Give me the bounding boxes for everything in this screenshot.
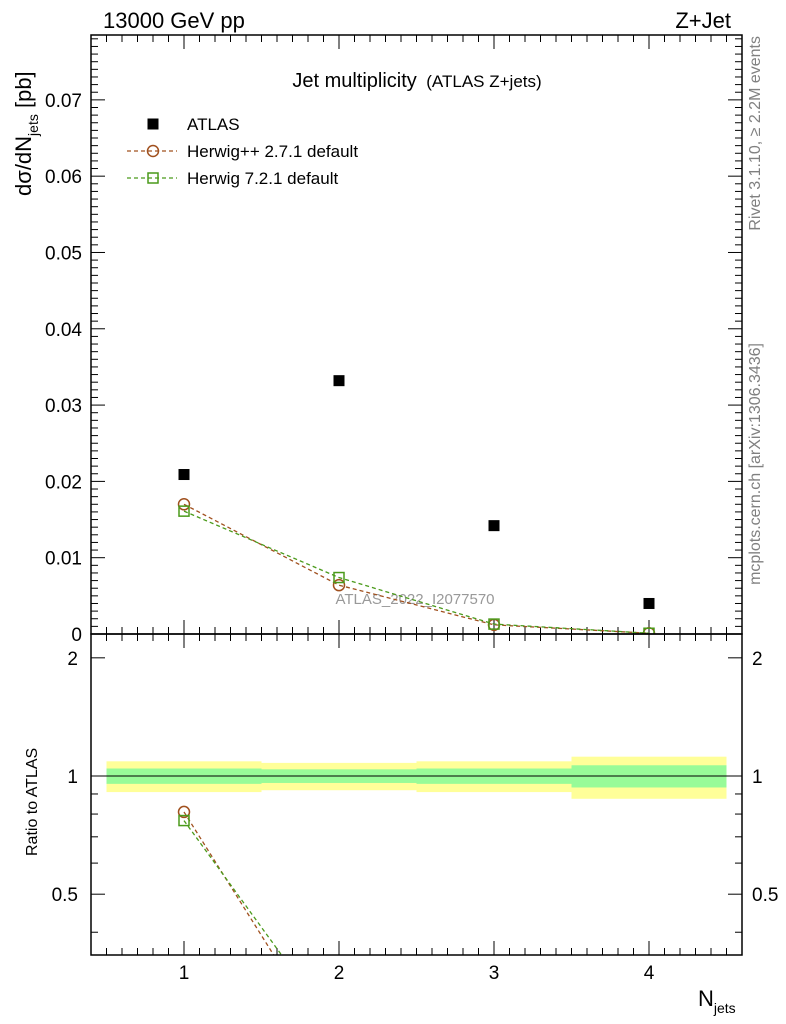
ratio-point bbox=[178, 814, 190, 827]
ratio-y-tick-label: 1 bbox=[67, 767, 78, 788]
main-point bbox=[643, 627, 655, 634]
main-y-axis-label-sub: jets bbox=[25, 114, 41, 137]
legend-marker bbox=[147, 118, 159, 130]
main-point bbox=[333, 571, 345, 584]
ratio-y-tick-label: 0.5 bbox=[52, 885, 78, 906]
main-series-line bbox=[183, 503, 650, 634]
main-point bbox=[488, 520, 500, 532]
legend-marker bbox=[147, 172, 159, 184]
main-point bbox=[643, 597, 655, 609]
legend-label: Herwig 7.2.1 default bbox=[187, 169, 338, 188]
main-panel-data bbox=[177, 375, 656, 634]
mcplots-label: mcplots.cern.ch [arXiv:1306.3436] bbox=[747, 343, 764, 585]
ratio-y-tick-label: 2 bbox=[67, 649, 78, 670]
plot-title-main: Jet multiplicity bbox=[292, 70, 416, 92]
ratio-series-line bbox=[183, 811, 275, 955]
ratio-y-tick-label-right: 1 bbox=[752, 767, 763, 788]
x-tick-label: 2 bbox=[334, 963, 345, 984]
legend-label: ATLAS bbox=[187, 115, 240, 134]
main-point bbox=[488, 618, 500, 630]
ratio-y-axis-label: Ratio to ATLAS bbox=[24, 748, 41, 856]
ratio-point bbox=[177, 805, 191, 819]
ratio-panel-data bbox=[177, 805, 283, 955]
main-y-axis-label: dσ/dNjets [pb] bbox=[11, 71, 41, 196]
x-axis-label: Njets bbox=[698, 986, 736, 1016]
y-tick-label: 0.05 bbox=[45, 243, 82, 264]
plot-title-sub: (ATLAS Z+jets) bbox=[426, 72, 541, 91]
legend: ATLAS Herwig++ 2.7.1 default Herwig 7.2.1 … bbox=[127, 115, 358, 188]
legend-label: Herwig++ 2.7.1 default bbox=[187, 142, 358, 161]
y-tick-label: 0 bbox=[71, 625, 82, 646]
main-y-axis-label-unit: [pb] bbox=[11, 71, 36, 114]
y-tick-label: 0.02 bbox=[45, 472, 82, 493]
main-point bbox=[177, 498, 191, 511]
main-point bbox=[178, 469, 190, 481]
x-axis-label-sub: jets bbox=[713, 1000, 736, 1016]
rivet-label: Rivet 3.1.10, ≥ 2.2M events bbox=[747, 36, 764, 231]
analysis-watermark: ATLAS_2022_I2077570 bbox=[335, 591, 494, 608]
y-tick-label: 0.01 bbox=[45, 549, 82, 570]
ratio-panel-frame bbox=[90, 633, 743, 956]
legend-marker bbox=[146, 144, 160, 158]
axis-ticks: 1 2 3 4 0 0.01 0.02 0.03 0.04 0.05 0.06 0.07 0.5 0.5 1… bbox=[45, 35, 778, 984]
main-series-line bbox=[183, 510, 650, 634]
x-tick-label: 3 bbox=[489, 963, 500, 984]
y-tick-label: 0.04 bbox=[45, 320, 82, 341]
y-tick-label: 0.07 bbox=[45, 91, 82, 112]
ratio-series-line bbox=[183, 820, 283, 955]
main-y-axis-label-main: dσ/dN bbox=[11, 136, 36, 196]
energy-label: 13000 GeV pp bbox=[103, 8, 245, 33]
main-point bbox=[333, 375, 345, 387]
y-tick-label: 0.06 bbox=[45, 167, 82, 188]
ratio-uncertainty-bands bbox=[106, 756, 727, 799]
main-point bbox=[332, 578, 346, 592]
main-point bbox=[178, 505, 190, 517]
y-tick-label: 0.03 bbox=[45, 396, 82, 417]
ratio-y-tick-label-right: 0.5 bbox=[752, 885, 778, 906]
plot-title: Jet multiplicity (ATLAS Z+jets) bbox=[292, 70, 541, 92]
x-tick-label: 1 bbox=[179, 963, 190, 984]
ratio-y-tick-label-right: 2 bbox=[752, 649, 763, 670]
process-label: Z+Jet bbox=[675, 8, 731, 33]
x-tick-label: 4 bbox=[644, 963, 655, 984]
x-axis-label-main: N bbox=[698, 986, 714, 1011]
